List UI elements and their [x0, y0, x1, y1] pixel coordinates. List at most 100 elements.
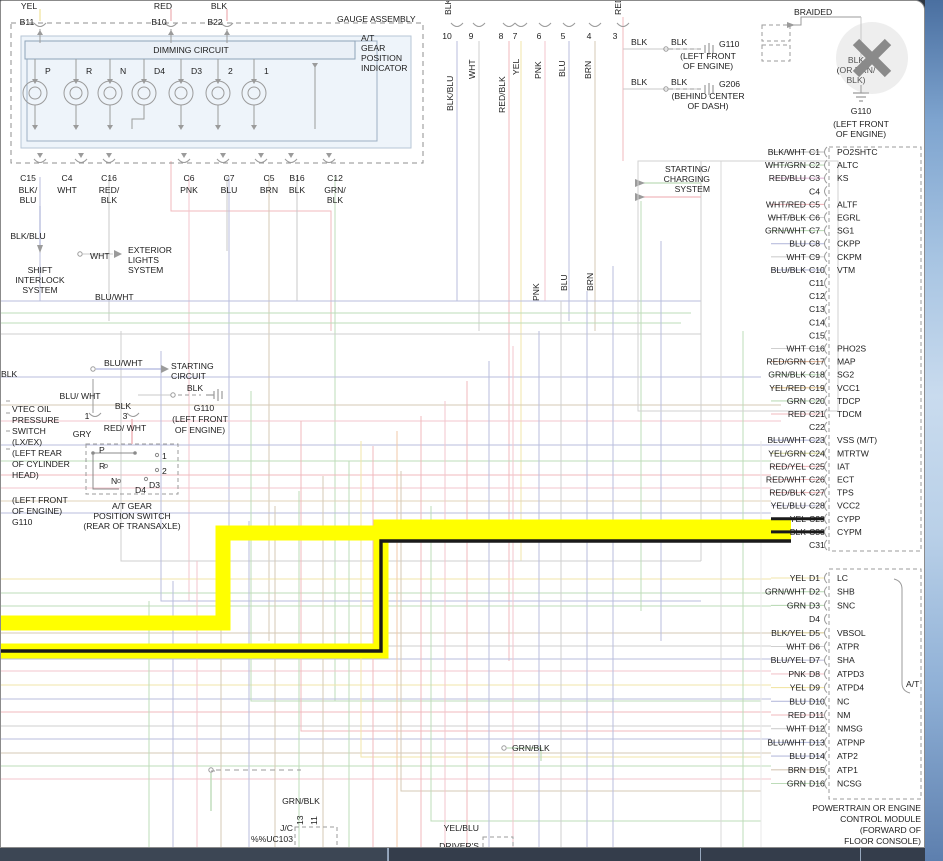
pcm-pin-c29: C29 [809, 514, 825, 524]
diagram-canvas[interactable]: DIMMING CIRCUIT [1, 1, 924, 847]
ground-g110-at-switch: BLK G110 (LEFT FRONT OF ENGINE) [138, 383, 229, 435]
pcm-c-pin-rows: BLK/WHT C1 PO2SHTC WHT/GRN C2 ALTC RED/BLU C3 KS… [765, 146, 878, 551]
conn-pin-10: 10 [442, 31, 452, 41]
term-1-id: 1 [85, 411, 90, 421]
ground-stubs-top-right: BLK BLK G110 (LEFT FRONT OF ENGINE) BLK … [623, 37, 745, 111]
vtec-line-4: (LX/EX) [12, 437, 42, 447]
conn-pin-5: 5 [561, 31, 566, 41]
braided-g110-loc-2: OF ENGINE) [836, 129, 886, 139]
highlighted-circuit[interactable] [1, 519, 791, 659]
pcm-wire-color-d15: BRN [788, 765, 806, 775]
horizontal-scrollbar-thumb[interactable] [0, 848, 388, 861]
grnblk-label-upper: GRN/BLK [512, 743, 550, 753]
bottom-chrome-bar [0, 848, 943, 861]
vtec-ground-id: G110 [12, 517, 33, 527]
pcm-wire-color-c26: RED/WHT [766, 475, 807, 485]
pcm-fn-c19: VCC1 [837, 383, 860, 393]
at-switch-line-3: (REAR OF TRANSAXLE) [83, 521, 180, 531]
pcm-pin-tick [824, 421, 828, 433]
g206-stub-loc-1: (BEHIND CENTER [671, 91, 744, 101]
pcm-pin-tick [824, 343, 828, 354]
shift-interlock-branch: BLK/BLU SHIFT INTERLOCK SYSTEM [10, 206, 65, 295]
starting-charging-line-2: CHARGING [664, 174, 711, 184]
pcm-d-connector: A/T [828, 568, 922, 800]
pcm-wire-color-d11: RED [788, 710, 806, 720]
vtec-line-5: (LEFT REAR [12, 448, 62, 458]
pcm-wire-color-c7: GRN/WHT [765, 226, 807, 236]
drivers-under-block: YEL/BLU DRIVER'S UNDER- [439, 823, 514, 847]
bluwht-label-top: BLU/WHT [95, 292, 134, 302]
grnblk-label-lower: GRN/BLK [282, 796, 320, 806]
g206-stub-wire-2: BLK [671, 77, 688, 87]
pcm-fn-d9: ATPD4 [837, 683, 864, 693]
starting-charging-line-3: SYSTEM [675, 184, 710, 194]
top-pin-b22: B22 [207, 17, 223, 27]
vtec-line-7: HEAD) [12, 470, 39, 480]
at-gear-position-switch-block: P R N D4 D3 1 2 A/T GEAR POSITION SWITCH… [59, 379, 181, 531]
close-icon[interactable] [836, 22, 908, 94]
pin-c15-color-1: BLK/ [19, 185, 38, 195]
pcm-wire-color-c16: WHT [786, 344, 806, 354]
gauge-assembly-block: DIMMING CIRCUIT [10, 14, 424, 164]
pcm-fn-d12: NMSG [837, 724, 863, 734]
pcm-fn-c6: EGRL [837, 213, 861, 223]
grn-blk-splice-block: GRN/BLK 13 11 J/C %%UC103 (NEAR [208, 767, 338, 847]
pcm-c-connector [828, 146, 922, 552]
g206-stub-loc-2: OF DASH) [687, 101, 728, 111]
pcm-pin-tick [824, 682, 828, 693]
pcm-pin-c5: C5 [809, 199, 820, 209]
pcm-wire-color-c5: WHT/RED [766, 199, 806, 209]
braided-wire-blk: BLK [848, 55, 865, 65]
pin-c6-color-1: PNK [180, 185, 198, 195]
pcm-pin-d7: D7 [809, 655, 820, 665]
pcm-fn-c28: VCC2 [837, 501, 860, 511]
pcm-pin-c1: C1 [809, 147, 820, 157]
horizontal-scrollbar[interactable] [0, 848, 925, 861]
pin-c16-id: C16 [101, 173, 117, 183]
g110-at-loc-2: OF ENGINE) [175, 425, 225, 435]
jc-term-13: 13 [295, 815, 305, 825]
pcm-wire-color-c19: YEL/RED [769, 383, 806, 393]
top-wire-color-blk: BLK [211, 1, 228, 11]
g110-stub-wire-1: BLK [631, 37, 648, 47]
starting-circuit-branch: BLU/WHT STARTING CIRCUIT [90, 358, 214, 381]
pcm-pin-tick [824, 382, 828, 394]
pcm-pin-tick [824, 264, 828, 276]
pcm-pin-d8: D8 [809, 669, 820, 679]
pcm-pin-tick [824, 500, 828, 512]
pcm-pin-tick [824, 461, 828, 472]
conn-color-redblk: RED/BLK [497, 76, 507, 113]
pcm-pin-tick [824, 238, 828, 250]
vtec-oil-pressure-switch-block: VTEC OIL PRESSURE SWITCH (LX/EX) (LEFT R… [6, 400, 70, 527]
pcm-fn-c8: CKPP [837, 239, 861, 249]
top-pin-b11: B11 [20, 17, 35, 27]
term-color-redwht-1: RED/ WHT [104, 423, 147, 433]
pcm-pin-c28: C28 [809, 501, 825, 511]
pcm-fn-d13: ATPNP [837, 737, 865, 747]
pcm-line-3: (FORWARD OF [860, 825, 921, 835]
pcm-pin-d14: D14 [809, 751, 825, 761]
gauge-top-pins: YEL RED BLK B11 B10 B22 [20, 1, 234, 43]
conn-color-brn: BRN [583, 61, 593, 79]
pcm-wire-color-d13: BLU/WHT [767, 737, 806, 747]
vtec-loc-line-2: OF ENGINE) [12, 506, 62, 516]
at-switch-line-1: A/T GEAR [112, 501, 152, 511]
wiring-diagram-svg: DIMMING CIRCUIT [1, 1, 922, 847]
pcm-pin-tick [824, 330, 828, 341]
switch-pos-d4: D4 [135, 485, 146, 495]
diagram-viewport[interactable]: DIMMING CIRCUIT [0, 0, 925, 848]
blu-rot-label: BLU [559, 274, 569, 291]
pcm-pin-c22: C22 [809, 422, 825, 432]
pcm-pin-c13: C13 [809, 304, 825, 314]
pcm-pin-tick [824, 737, 828, 748]
pcm-fn-c5: ALTF [837, 199, 857, 209]
pcm-fn-c17: MAP [837, 357, 856, 367]
pcm-pin-c19: C19 [809, 383, 825, 393]
pin-c12-color-1: GRN/ [324, 185, 346, 195]
pcm-pin-tick [824, 172, 828, 184]
pcm-pin-d5: D5 [809, 628, 820, 638]
pcm-fn-c26: ECT [837, 475, 855, 485]
lamp-label-1: 1 [264, 66, 269, 76]
exterior-lights-line-1: EXTERIOR [128, 245, 172, 255]
pcm-line-1: POWERTRAIN OR ENGINE [812, 803, 921, 813]
